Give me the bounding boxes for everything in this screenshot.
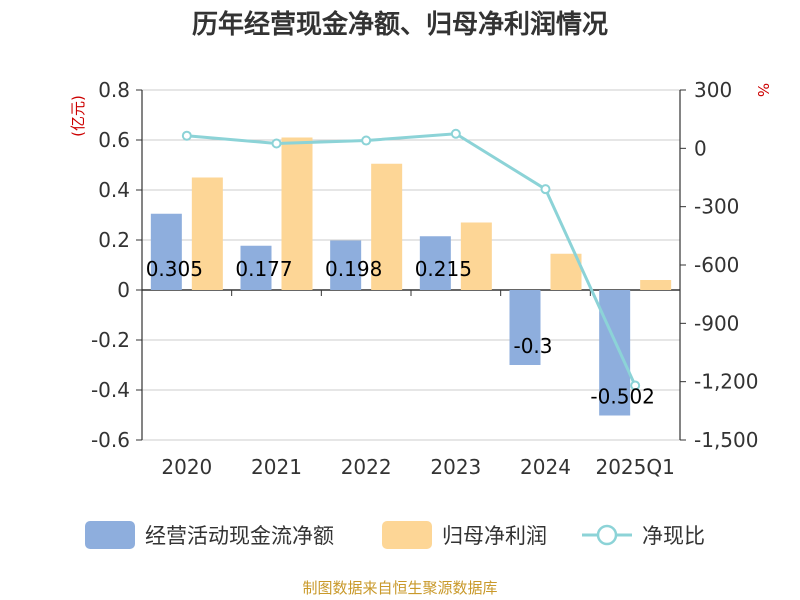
data-label: 0.305 xyxy=(146,257,203,281)
left-axis-unit: (亿元) xyxy=(69,95,87,137)
legend-swatch xyxy=(85,521,135,549)
left-tick-label: 0.2 xyxy=(98,228,130,252)
right-tick-label: -900 xyxy=(694,311,739,335)
bar-profit xyxy=(191,177,223,290)
left-tick-label: 0.6 xyxy=(98,128,130,152)
bar-cashflow xyxy=(150,213,182,290)
data-label: 0.215 xyxy=(415,257,472,281)
bar-cashflow xyxy=(509,290,541,365)
bar-cashflow xyxy=(599,290,631,416)
data-label: 0.198 xyxy=(325,257,382,281)
category-label: 2024 xyxy=(520,455,571,479)
left-tick-label: -0.6 xyxy=(91,428,130,452)
legend-swatch xyxy=(382,521,432,549)
left-tick-label: -0.4 xyxy=(91,378,130,402)
legend-label: 净现比 xyxy=(642,524,705,548)
bar-cashflow xyxy=(240,245,272,290)
left-tick-label: 0.8 xyxy=(98,78,130,102)
bar-profit xyxy=(640,280,672,290)
left-tick-label: -0.2 xyxy=(91,328,130,352)
line-net-cash-ratio xyxy=(186,132,637,387)
bar-profit xyxy=(460,222,492,290)
chart-title: 历年经营现金净额、归母净利润情况 xyxy=(192,9,608,40)
axes: 0.8 0.6 0.4 0.2 0 -0.2 -0.4 -0.6 300 0 -300 -600 -90… xyxy=(69,78,772,479)
right-axis-unit: % xyxy=(754,83,772,97)
line-point xyxy=(540,184,551,195)
left-tick-label: 0.4 xyxy=(98,178,130,202)
legend-label: 经营活动现金流净额 xyxy=(145,524,334,548)
right-tick-label: 300 xyxy=(694,78,732,102)
legend: 经营活动现金流净额 归母净利润 净现比 xyxy=(85,521,705,549)
bar-profit xyxy=(371,163,403,290)
source-note: 制图数据来自恒生聚源数据库 xyxy=(302,579,497,597)
bar-profit xyxy=(281,137,313,290)
line-series xyxy=(181,128,641,391)
right-tick-label: -300 xyxy=(694,195,739,219)
right-tick-label: 0 xyxy=(694,136,707,160)
category-label: 2025Q1 xyxy=(595,455,674,479)
data-label: 0.177 xyxy=(235,257,292,281)
bar-cashflow xyxy=(419,236,451,290)
line-point xyxy=(630,380,641,391)
category-label: 2021 xyxy=(251,455,302,479)
data-label: -0.3 xyxy=(513,334,552,358)
right-tick-label: -1,500 xyxy=(694,428,758,452)
line-point xyxy=(450,128,461,139)
bar-cashflow xyxy=(330,240,362,290)
data-labels: 0.305 0.177 0.198 0.215 -0.3 -0.502 xyxy=(146,257,655,409)
bars xyxy=(150,137,672,416)
right-tick-label: -600 xyxy=(694,253,739,277)
data-label: -0.502 xyxy=(590,385,654,409)
left-tick-label: 0 xyxy=(117,278,130,302)
line-point xyxy=(181,130,192,141)
line-point xyxy=(361,135,372,146)
legend-marker xyxy=(596,524,618,546)
line-point xyxy=(271,138,282,149)
category-label: 2023 xyxy=(430,455,481,479)
legend-label: 归母净利润 xyxy=(442,524,547,548)
right-tick-label: -1,200 xyxy=(694,370,758,394)
category-label: 2020 xyxy=(161,455,212,479)
category-label: 2022 xyxy=(341,455,392,479)
